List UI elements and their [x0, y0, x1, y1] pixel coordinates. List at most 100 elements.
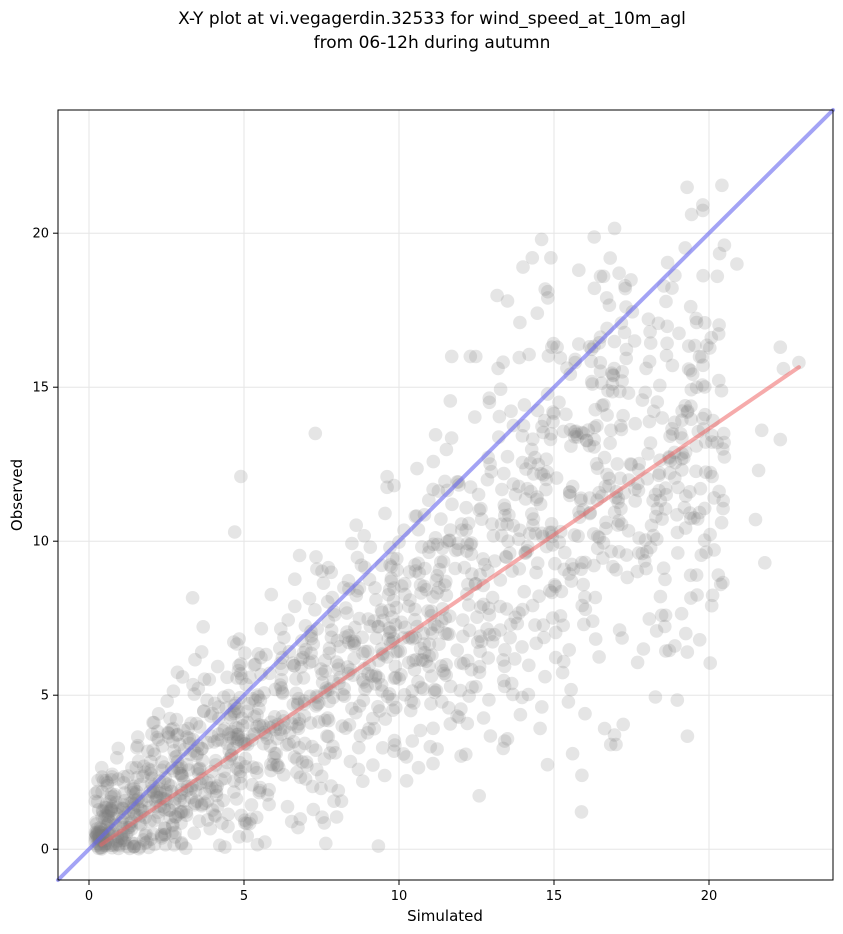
- data-point: [96, 804, 110, 819]
- data-point: [382, 621, 397, 635]
- data-point: [316, 576, 331, 590]
- data-point: [529, 492, 544, 507]
- data-point: [606, 368, 620, 382]
- data-point: [705, 469, 719, 484]
- data-point: [324, 779, 338, 793]
- data-point: [655, 512, 669, 526]
- data-point: [459, 500, 474, 515]
- data-point: [402, 565, 417, 579]
- data-point: [480, 622, 494, 636]
- data-point: [610, 457, 625, 471]
- data-point: [322, 694, 337, 709]
- data-point: [649, 509, 663, 524]
- data-point: [506, 687, 520, 702]
- data-point: [674, 452, 689, 466]
- data-point: [407, 696, 421, 710]
- data-point: [603, 251, 617, 265]
- data-point: [684, 399, 698, 414]
- data-point: [454, 702, 468, 716]
- data-point: [127, 839, 142, 853]
- data-point: [639, 561, 653, 576]
- data-point: [353, 729, 368, 743]
- data-point: [614, 517, 629, 531]
- data-point: [172, 737, 187, 752]
- data-point: [545, 538, 560, 552]
- data-point: [220, 736, 235, 751]
- data-point: [216, 793, 231, 808]
- data-point: [432, 581, 446, 595]
- data-point: [659, 487, 673, 502]
- data-point: [716, 426, 731, 441]
- data-point: [189, 749, 204, 763]
- data-point: [375, 741, 390, 755]
- data-point: [562, 485, 577, 499]
- data-point: [609, 563, 623, 577]
- data-point: [574, 491, 588, 506]
- data-point: [462, 623, 477, 638]
- data-point: [221, 688, 236, 703]
- data-point: [292, 712, 307, 726]
- data-point: [544, 250, 558, 265]
- data-point: [675, 431, 689, 445]
- data-point: [670, 693, 685, 707]
- data-point: [194, 645, 209, 659]
- data-point: [641, 312, 656, 327]
- data-point: [689, 464, 703, 479]
- data-point: [522, 658, 536, 673]
- data-point: [564, 574, 579, 588]
- data-point: [349, 588, 364, 603]
- data-point: [469, 349, 483, 364]
- data-point: [104, 801, 118, 816]
- data-point: [325, 590, 340, 605]
- data-point: [381, 587, 396, 602]
- data-point: [683, 506, 697, 520]
- data-point: [161, 725, 175, 740]
- data-point: [250, 688, 265, 702]
- data-point: [186, 677, 200, 692]
- data-point: [596, 269, 611, 284]
- data-point: [408, 602, 422, 617]
- data-point: [506, 518, 521, 533]
- data-point: [248, 657, 263, 672]
- data-point: [429, 573, 444, 588]
- data-point: [167, 838, 181, 852]
- data-point: [673, 426, 688, 441]
- data-point: [563, 367, 578, 382]
- data-point: [254, 720, 268, 734]
- data-point: [637, 554, 652, 568]
- data-point: [231, 727, 245, 742]
- data-point: [717, 450, 732, 464]
- data-point: [652, 483, 666, 498]
- data-point: [263, 739, 278, 753]
- data-point: [567, 430, 582, 444]
- data-point: [170, 727, 185, 742]
- data-point: [541, 349, 556, 363]
- data-point: [104, 803, 118, 818]
- data-point: [200, 813, 215, 827]
- data-point: [127, 840, 141, 854]
- data-point: [448, 561, 463, 576]
- data-point: [192, 762, 207, 776]
- data-point: [267, 746, 282, 761]
- data-point: [384, 574, 398, 588]
- data-point: [305, 739, 320, 754]
- data-point: [130, 770, 145, 785]
- data-point: [536, 425, 550, 440]
- data-point: [164, 722, 179, 737]
- data-point: [363, 619, 378, 634]
- data-point: [95, 785, 109, 799]
- data-point: [515, 602, 530, 617]
- data-point: [689, 315, 704, 330]
- data-point: [413, 641, 428, 656]
- data-point: [90, 822, 104, 836]
- y-tick-label: 15: [32, 381, 49, 396]
- data-point: [658, 481, 673, 495]
- data-point: [144, 767, 158, 781]
- data-point: [321, 560, 336, 575]
- data-point: [525, 507, 539, 521]
- data-point: [698, 380, 712, 394]
- data-point: [578, 706, 592, 721]
- data-point: [125, 761, 139, 775]
- data-point: [593, 355, 608, 370]
- data-point: [110, 751, 124, 765]
